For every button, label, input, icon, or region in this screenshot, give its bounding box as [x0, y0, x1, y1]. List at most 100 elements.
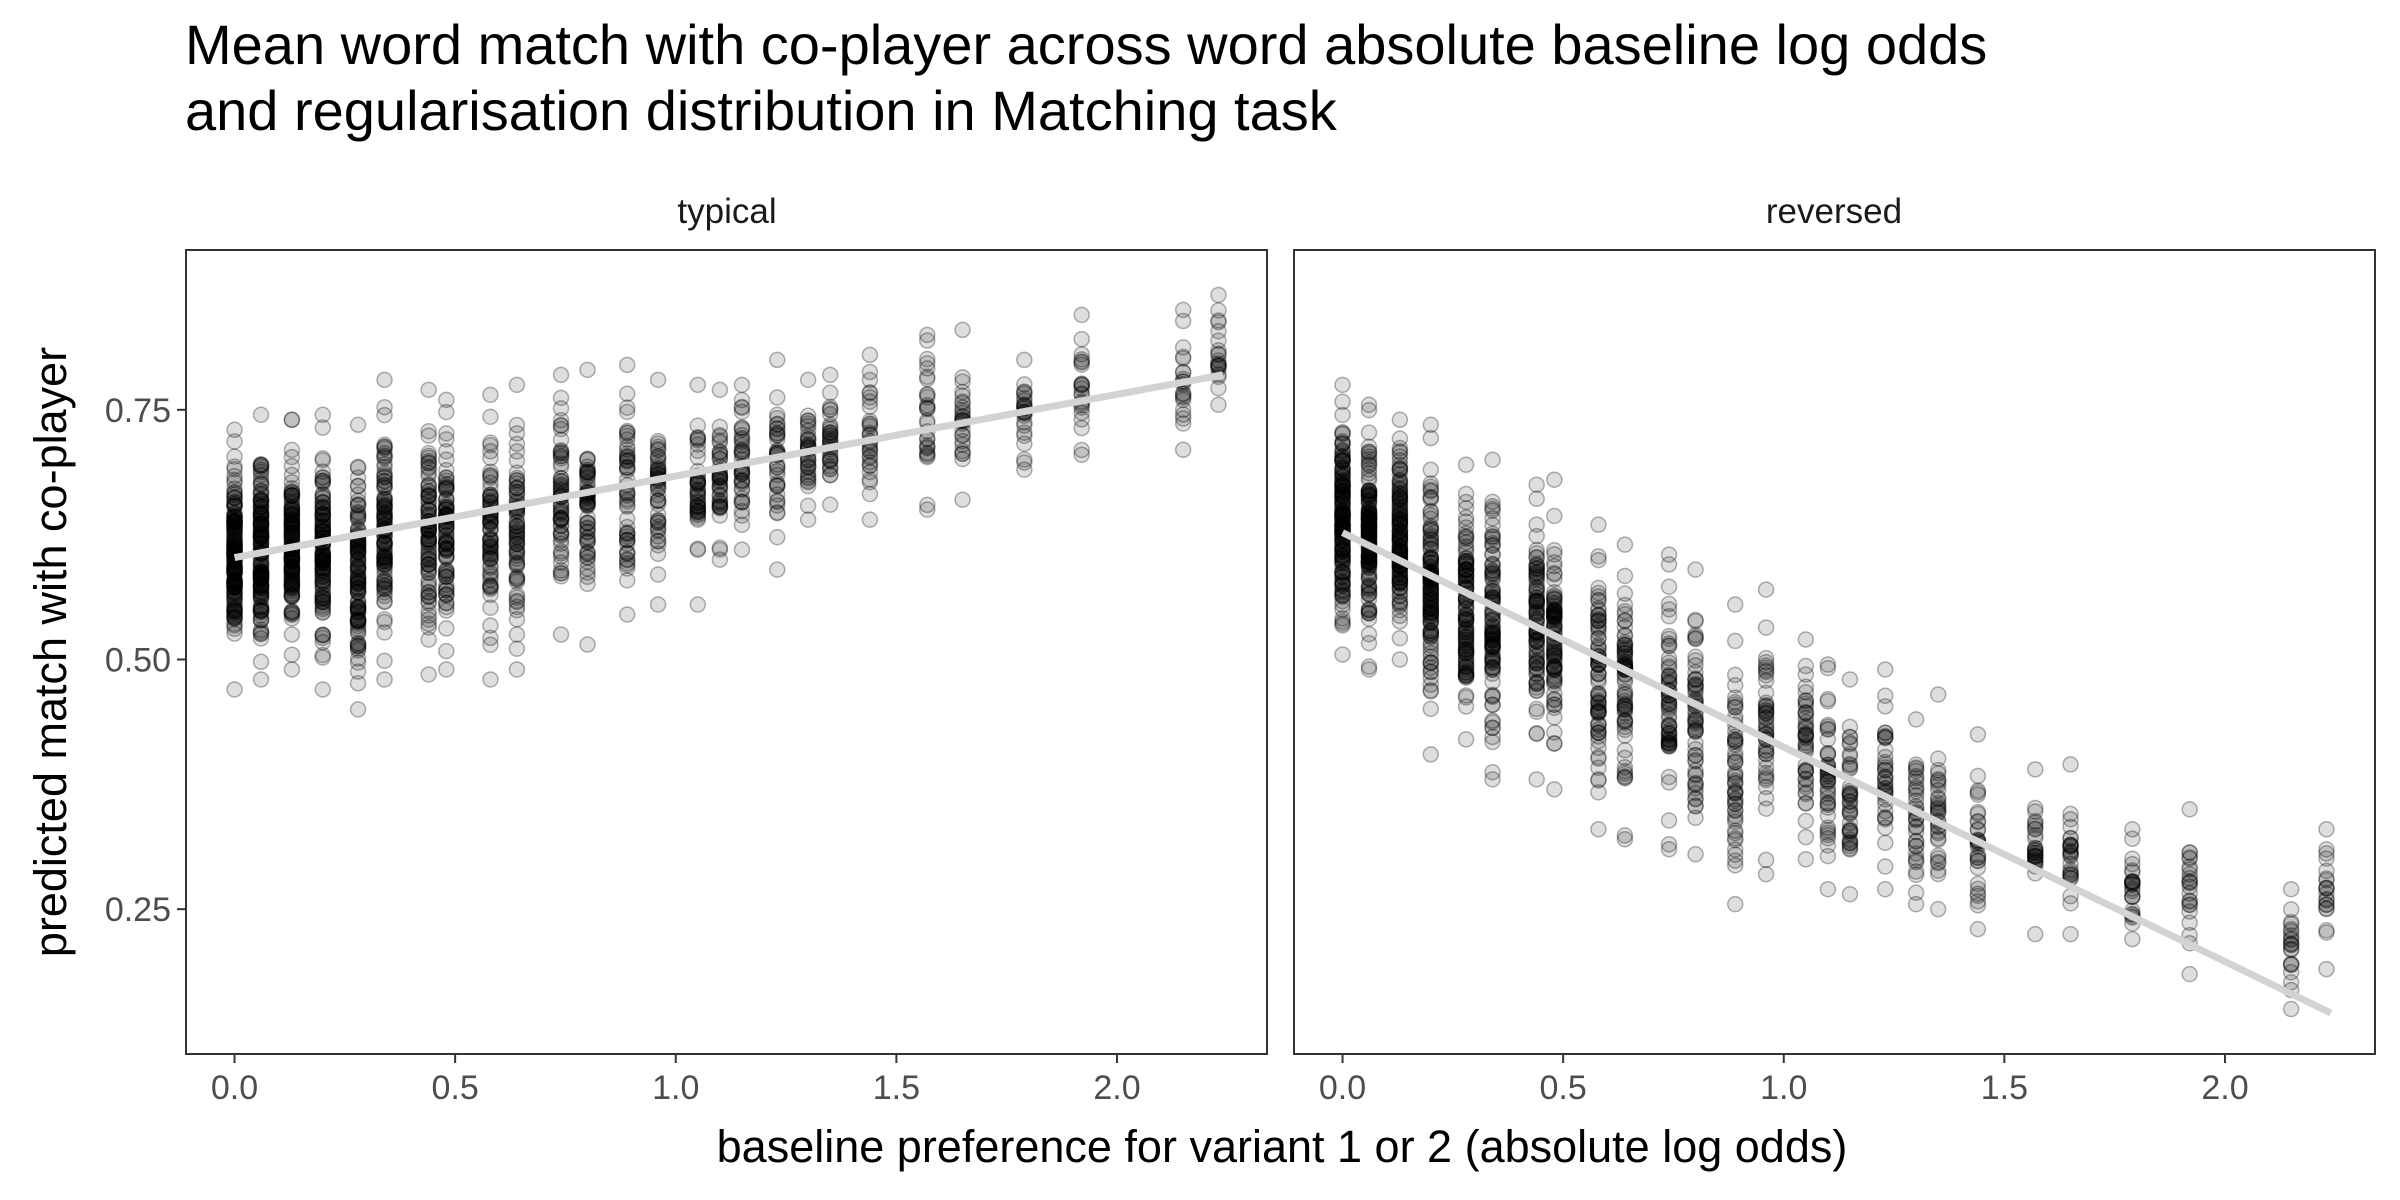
- data-point: [954, 445, 971, 463]
- data-point: [314, 580, 332, 597]
- data-point: [482, 489, 499, 506]
- data-point: [226, 523, 243, 540]
- data-point: [376, 504, 393, 521]
- data-point: [2027, 826, 2044, 844]
- data-point: [226, 513, 243, 531]
- data-point: [252, 483, 270, 501]
- data-point: [1757, 709, 1775, 726]
- data-point: [649, 448, 667, 465]
- data-point: [768, 504, 786, 522]
- data-point: [376, 500, 393, 518]
- data-point: [1073, 376, 1090, 394]
- data-point: [283, 519, 301, 537]
- data-point: [1726, 841, 1744, 858]
- data-point: [438, 539, 455, 557]
- data-point: [226, 520, 243, 537]
- data-point: [1590, 698, 1607, 716]
- data-point: [482, 513, 499, 531]
- data-point: [252, 521, 270, 539]
- data-point: [252, 602, 270, 619]
- data-point: [349, 615, 367, 632]
- data-point: [349, 541, 367, 558]
- data-point: [283, 557, 301, 575]
- data-point: [799, 430, 817, 447]
- data-point: [420, 611, 437, 628]
- data-point: [349, 654, 367, 671]
- data-point: [1969, 920, 1987, 938]
- data-point: [689, 494, 707, 511]
- data-point: [1876, 769, 1894, 786]
- data-point: [438, 598, 455, 616]
- data-point: [689, 499, 707, 516]
- data-point: [314, 517, 332, 534]
- data-point: [482, 617, 499, 634]
- data-point: [226, 513, 243, 530]
- data-point: [226, 480, 243, 498]
- data-point: [283, 551, 301, 569]
- data-point: [438, 530, 455, 548]
- data-point: [349, 611, 367, 629]
- data-point: [1819, 730, 1837, 748]
- data-point: [283, 563, 301, 580]
- data-point: [438, 472, 455, 489]
- data-point: [711, 507, 729, 524]
- data-point: [226, 573, 243, 590]
- data-point: [1687, 809, 1704, 827]
- data-point: [252, 513, 270, 531]
- data-point: [1073, 419, 1090, 437]
- data-point: [349, 550, 367, 567]
- data-point: [252, 533, 270, 550]
- data-point: [420, 502, 437, 519]
- data-point: [711, 477, 729, 494]
- data-point: [1929, 686, 1947, 703]
- data-point: [552, 502, 570, 520]
- data-point: [508, 640, 526, 657]
- data-point: [349, 623, 367, 641]
- data-point: [252, 501, 270, 519]
- data-point: [1590, 665, 1607, 682]
- data-point: [314, 559, 332, 577]
- data-point: [649, 492, 667, 509]
- data-point: [420, 449, 437, 467]
- data-point: [689, 449, 707, 466]
- data-point: [2027, 844, 2044, 862]
- data-point: [283, 577, 301, 594]
- data-point: [438, 579, 455, 597]
- data-point: [283, 606, 301, 624]
- data-point: [711, 487, 729, 504]
- data-point: [349, 578, 367, 596]
- data-point: [1616, 685, 1634, 703]
- data-point: [689, 511, 707, 528]
- data-point: [733, 391, 751, 409]
- data-point: [349, 477, 367, 495]
- data-point: [618, 459, 636, 476]
- data-point: [252, 471, 270, 488]
- data-point: [252, 493, 270, 510]
- data-point: [1528, 724, 1545, 742]
- data-point: [349, 551, 367, 568]
- data-point: [376, 497, 393, 514]
- data-point: [768, 497, 786, 514]
- data-point: [508, 611, 526, 628]
- data-point: [283, 574, 301, 592]
- data-point: [552, 517, 570, 534]
- data-point: [579, 463, 596, 481]
- data-point: [252, 563, 270, 581]
- data-point: [618, 572, 636, 589]
- data-point: [349, 642, 367, 659]
- data-point: [618, 453, 636, 470]
- data-point: [420, 578, 437, 595]
- data-point: [954, 426, 971, 444]
- data-point: [861, 457, 879, 474]
- data-point: [482, 542, 499, 560]
- data-point: [733, 433, 751, 451]
- data-point: [1660, 650, 1678, 667]
- data-point: [1334, 646, 1351, 663]
- data-point: [314, 512, 332, 529]
- data-point: [618, 449, 636, 466]
- data-point: [1484, 635, 1501, 653]
- data-point: [226, 521, 243, 539]
- data-point: [420, 541, 437, 559]
- data-point: [376, 479, 393, 497]
- data-point: [314, 520, 332, 538]
